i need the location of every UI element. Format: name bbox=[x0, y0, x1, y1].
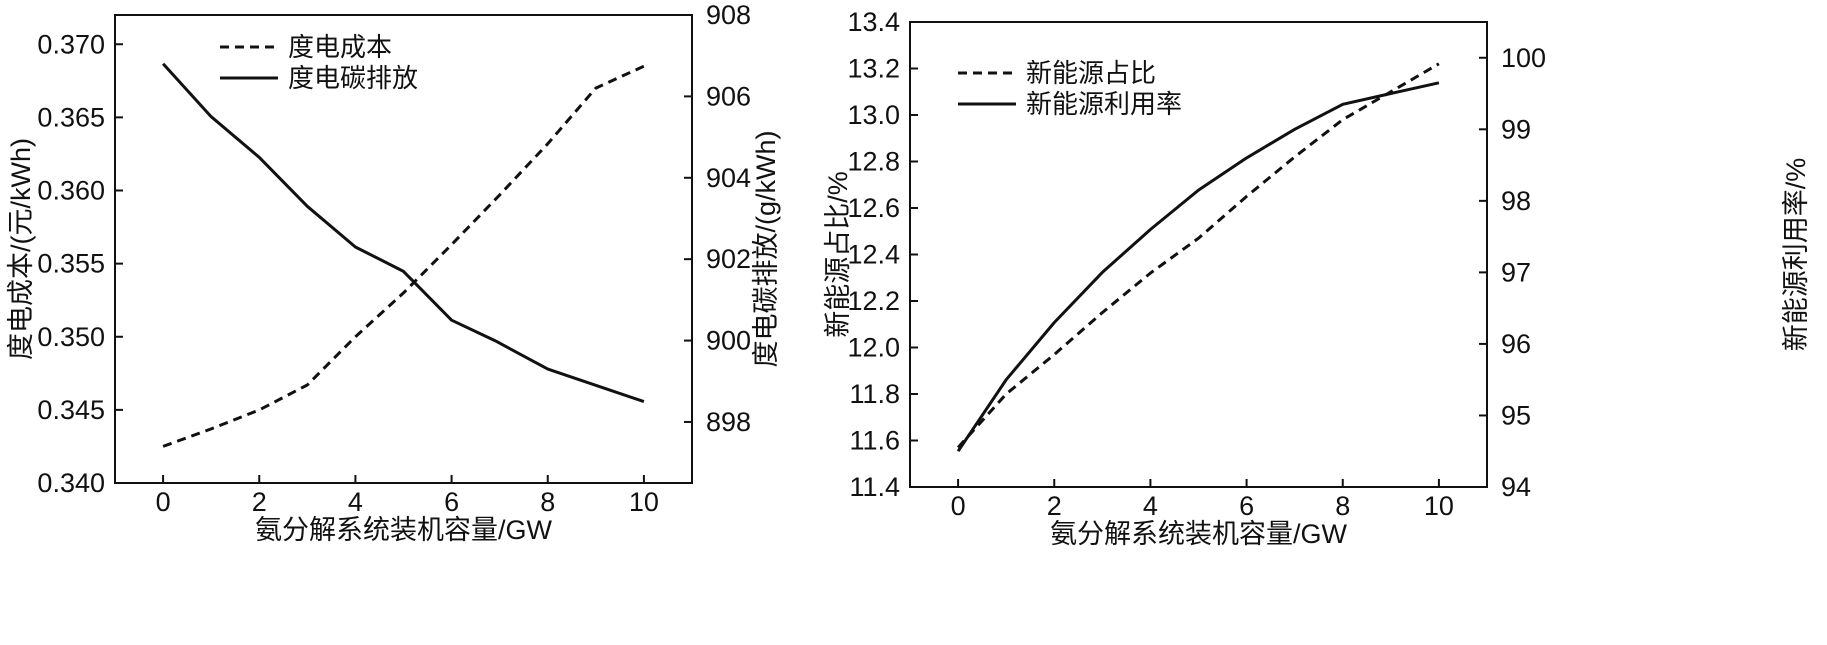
series-line-2 bbox=[161, 62, 645, 404]
y-right-tick-label: 906 bbox=[706, 81, 751, 111]
y-left-tick-label: 12.8 bbox=[847, 147, 900, 177]
legend-label-2: 新能源利用率 bbox=[1026, 89, 1182, 119]
y-right-axis-label: 度电碳排放/(g/kWh) bbox=[751, 130, 781, 367]
y-left-tick-label: 0.370 bbox=[37, 29, 105, 59]
x-tick-label: 8 bbox=[540, 487, 555, 517]
y-left-tick-label: 11.4 bbox=[849, 472, 900, 502]
y-left-tick-label: 0.360 bbox=[37, 176, 105, 206]
y-left-axis-label: 新能源占比/% bbox=[823, 171, 853, 338]
y-right-tick-label: 94 bbox=[1501, 472, 1531, 502]
y-left-tick-label: 0.355 bbox=[37, 249, 105, 279]
x-tick-label: 6 bbox=[1239, 491, 1254, 521]
y-left-tick-label: 13.0 bbox=[847, 100, 900, 130]
y-right-tick-label: 908 bbox=[706, 0, 751, 30]
y-right-tick-label: 100 bbox=[1501, 43, 1546, 73]
y-right-axis-label: 新能源利用率/% bbox=[1781, 158, 1811, 352]
y-left-tick-label: 12.0 bbox=[847, 333, 900, 363]
x-axis-label: 氨分解系统装机容量/GW bbox=[255, 515, 553, 545]
y-right-tick-label: 900 bbox=[706, 326, 751, 356]
y-right-tick-label: 904 bbox=[706, 163, 751, 193]
y-left-tick-label: 11.6 bbox=[849, 426, 900, 456]
legend-label-2: 度电碳排放 bbox=[288, 63, 418, 93]
y-left-tick-label: 0.350 bbox=[37, 322, 105, 352]
x-tick-label: 2 bbox=[252, 487, 267, 517]
chart-panel-2: 0 2 4 6 8 10 11.4 11.6 11.8 12.0 12.2 12.4 12.6 12.8 1… bbox=[823, 7, 1811, 549]
series-line-1 bbox=[956, 62, 1440, 449]
x-tick-label: 6 bbox=[444, 487, 459, 517]
x-tick-label: 2 bbox=[1047, 491, 1062, 521]
y-right-tick-label: 902 bbox=[706, 244, 751, 274]
legend-label-1: 度电成本 bbox=[288, 32, 392, 62]
y-right-tick-label: 95 bbox=[1501, 400, 1531, 430]
x-tick-label: 10 bbox=[1424, 491, 1454, 521]
x-tick-label: 4 bbox=[348, 487, 363, 517]
x-tick-label: 10 bbox=[629, 487, 659, 517]
y-left-axis-label: 度电成本/(元/kWh) bbox=[6, 138, 36, 360]
y-right-tick-label: 98 bbox=[1501, 186, 1531, 216]
chart-panel-1: 0 2 4 6 8 10 0.340 0.345 0.350 0.355 0.360 0.365 0.3… bbox=[6, 0, 781, 545]
x-tick-label: 0 bbox=[951, 491, 966, 521]
x-tick-label: 8 bbox=[1335, 491, 1350, 521]
y-left-tick-label: 12.2 bbox=[847, 286, 900, 316]
series-line-1 bbox=[162, 64, 645, 448]
y-left-tick-label: 12.6 bbox=[847, 193, 900, 223]
y-left-tick-label: 0.340 bbox=[37, 468, 105, 498]
y-left-tick-label: 0.345 bbox=[37, 395, 105, 425]
y-right-tick-label: 96 bbox=[1501, 329, 1531, 359]
plot-frame bbox=[114, 14, 693, 484]
series-line-2 bbox=[956, 81, 1440, 453]
y-left-tick-label: 13.2 bbox=[847, 54, 900, 84]
x-tick-label: 0 bbox=[156, 487, 171, 517]
y-right-tick-label: 99 bbox=[1501, 114, 1531, 144]
y-left-tick-label: 0.365 bbox=[37, 102, 105, 132]
legend-label-1: 新能源占比 bbox=[1026, 58, 1156, 88]
x-axis-label: 氨分解系统装机容量/GW bbox=[1050, 519, 1348, 549]
y-left-tick-label: 13.4 bbox=[847, 7, 900, 37]
y-left-tick-label: 11.8 bbox=[849, 379, 900, 409]
x-tick-label: 4 bbox=[1143, 491, 1158, 521]
y-right-tick-label: 898 bbox=[706, 407, 751, 437]
y-left-tick-label: 12.4 bbox=[847, 240, 900, 270]
y-right-tick-label: 97 bbox=[1501, 257, 1531, 287]
